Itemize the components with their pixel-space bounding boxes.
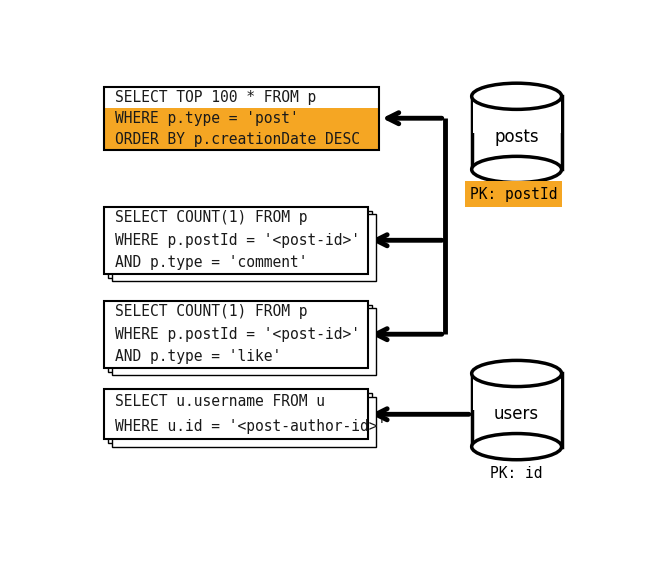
Bar	[104, 107, 379, 150]
Text: AND p.type = 'like': AND p.type = 'like'	[115, 349, 282, 364]
Text: PK: id: PK: id	[490, 466, 543, 481]
Text: users: users	[494, 405, 539, 423]
Text: WHERE p.postId = '<post-id>': WHERE p.postId = '<post-id>'	[115, 327, 360, 342]
Bar	[112, 397, 375, 447]
Bar	[104, 207, 368, 274]
Ellipse shape	[472, 83, 562, 109]
Text: WHERE p.type = 'post': WHERE p.type = 'post'	[115, 111, 299, 125]
Bar	[108, 393, 371, 443]
Bar	[104, 87, 379, 150]
Ellipse shape	[472, 433, 562, 460]
Text: posts: posts	[494, 128, 539, 146]
Bar	[108, 304, 371, 372]
Ellipse shape	[472, 156, 562, 182]
Ellipse shape	[472, 360, 562, 386]
Text: WHERE u.id = '<post-author-id>': WHERE u.id = '<post-author-id>'	[115, 419, 387, 435]
Bar	[472, 374, 562, 447]
Text: WHERE p.postId = '<post-id>': WHERE p.postId = '<post-id>'	[115, 233, 360, 248]
Bar	[108, 211, 371, 278]
Text: SELECT TOP 100 * FROM p: SELECT TOP 100 * FROM p	[115, 89, 317, 105]
Bar	[472, 96, 562, 170]
Bar	[104, 389, 368, 439]
Bar	[473, 96, 561, 133]
Text: PK: postId: PK: postId	[470, 187, 557, 202]
Bar	[473, 374, 561, 410]
Text: AND p.type = 'comment': AND p.type = 'comment'	[115, 255, 307, 270]
Text: ORDER BY p.creationDate DESC: ORDER BY p.creationDate DESC	[115, 132, 360, 147]
Text: SELECT COUNT(1) FROM p: SELECT COUNT(1) FROM p	[115, 210, 307, 225]
Bar	[104, 301, 368, 368]
Bar	[112, 214, 375, 281]
Text: SELECT COUNT(1) FROM p: SELECT COUNT(1) FROM p	[115, 304, 307, 320]
Bar	[112, 309, 375, 375]
Text: SELECT u.username FROM u: SELECT u.username FROM u	[115, 394, 325, 409]
Bar	[104, 87, 379, 150]
